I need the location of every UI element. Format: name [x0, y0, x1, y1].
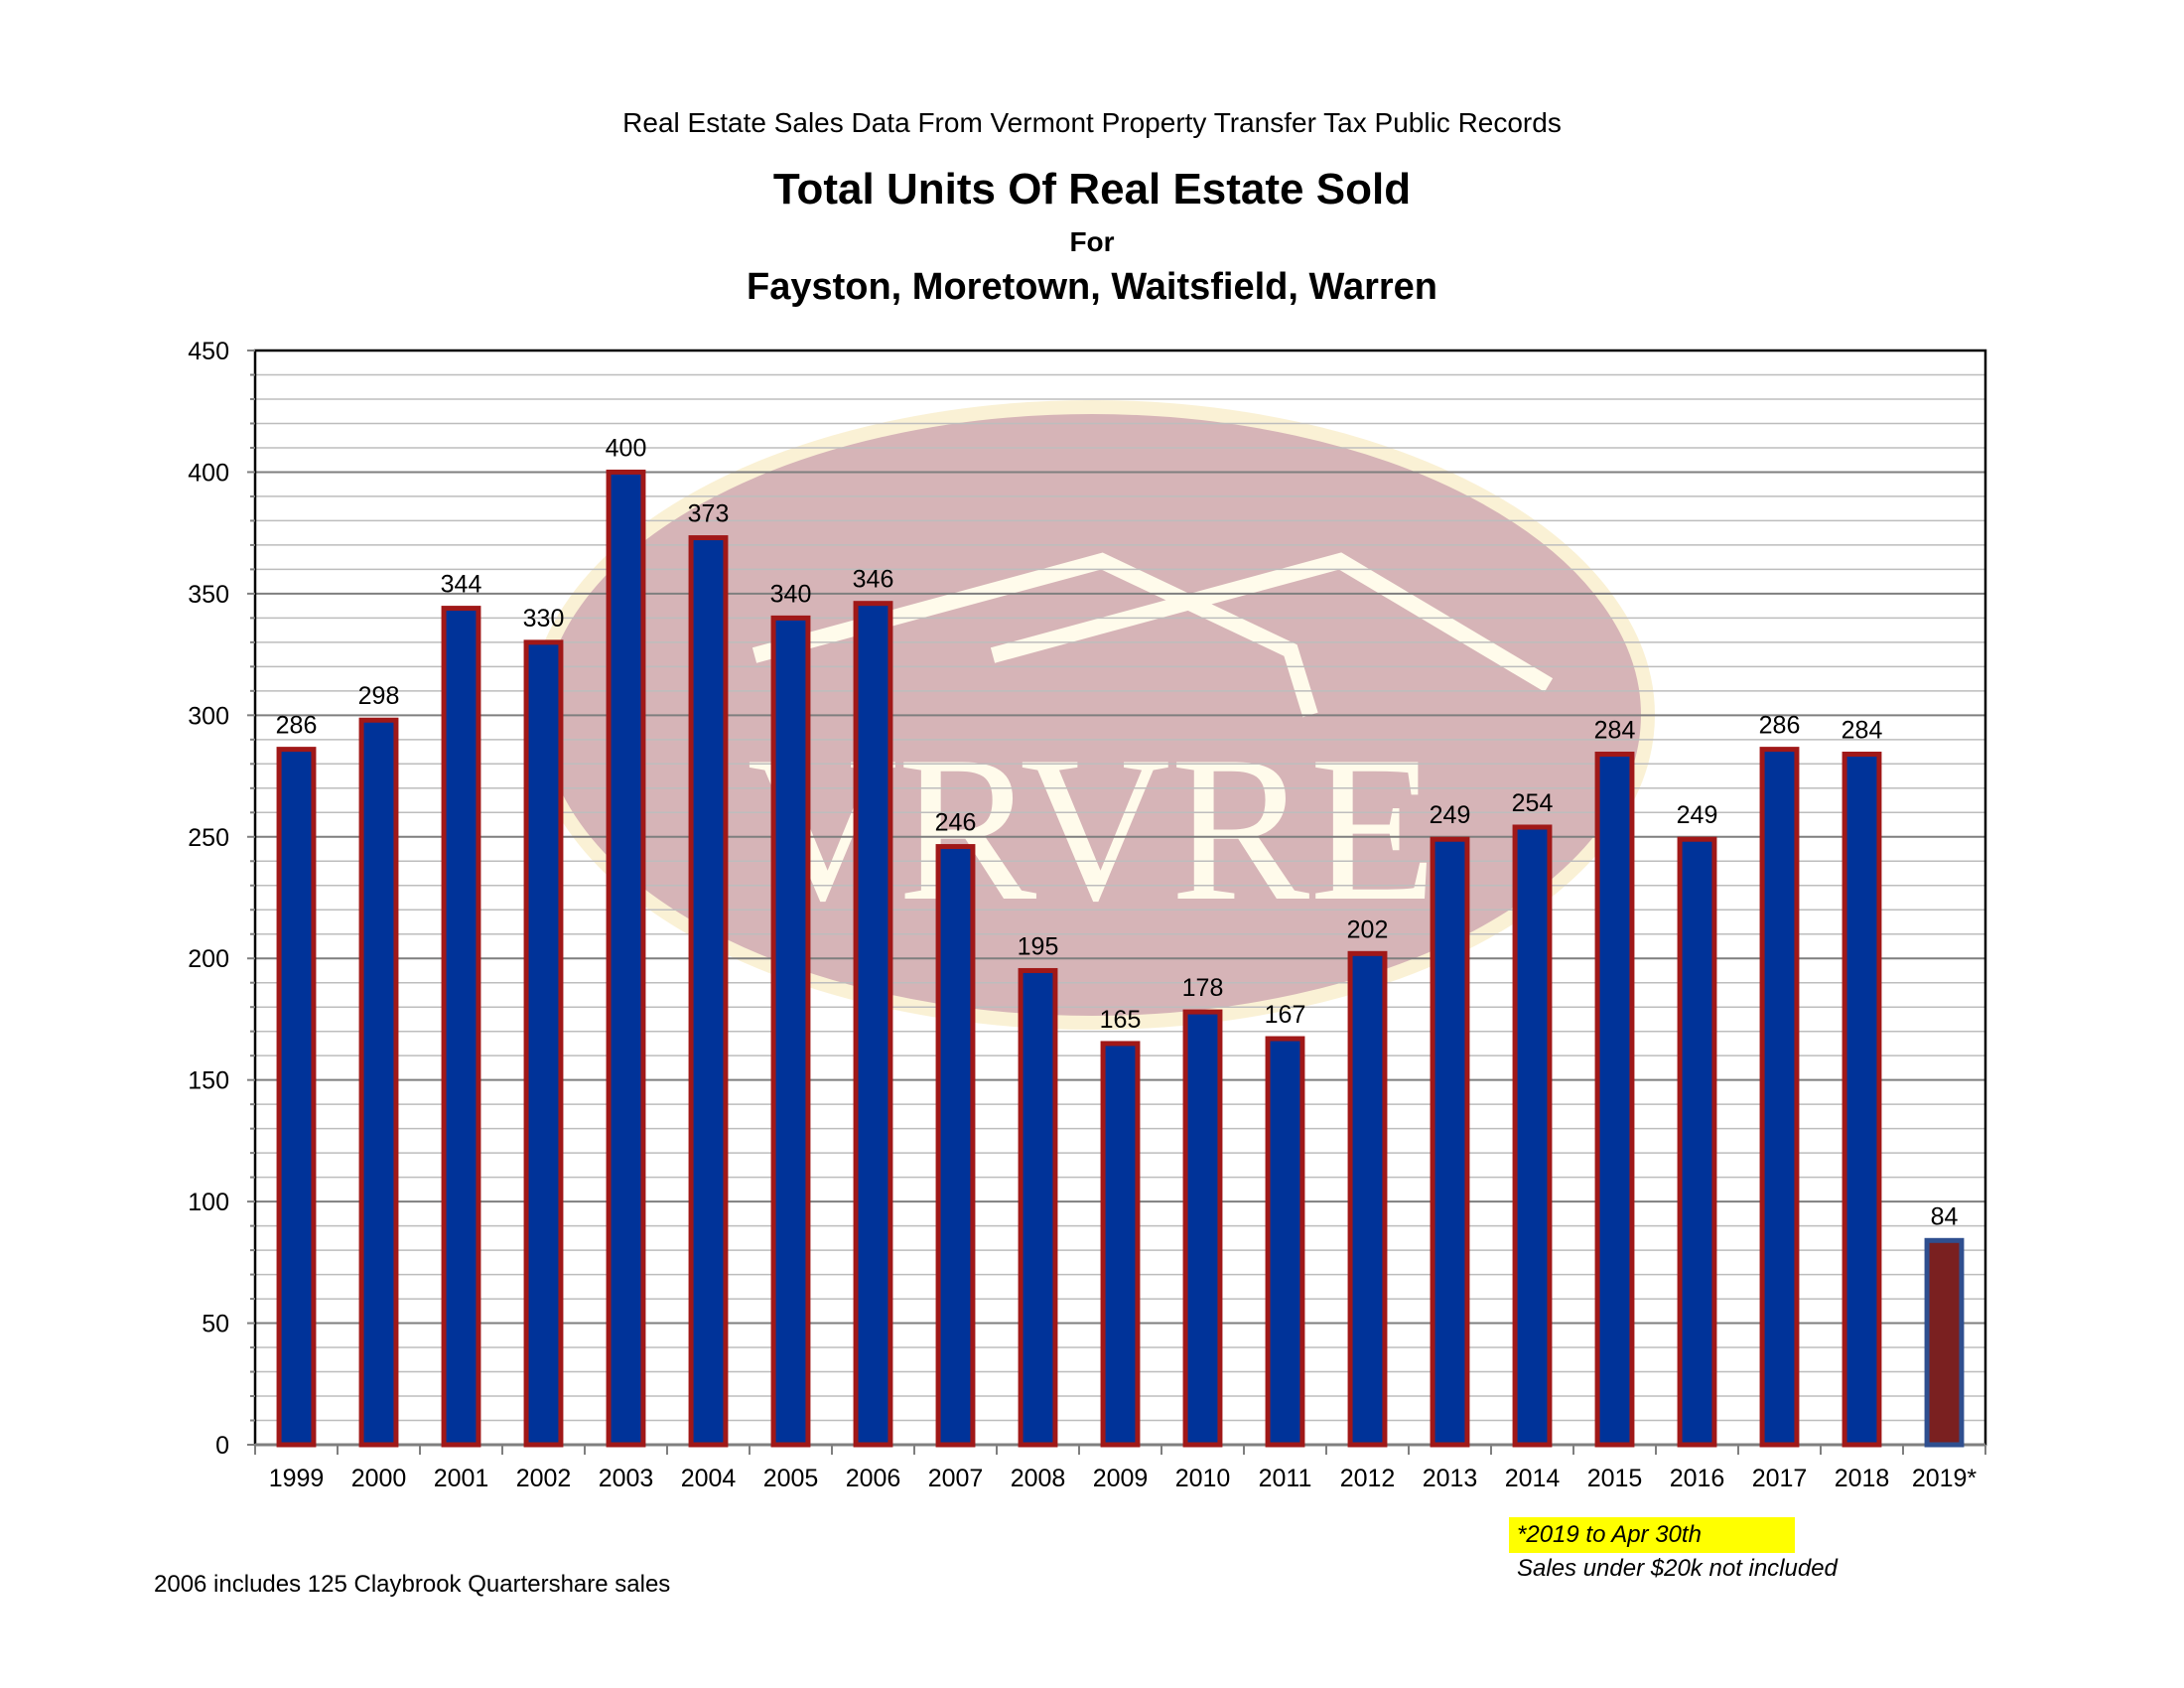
- value-labels: 286 298 344 330 400 373 340 346 246 195 165 178 167 2…: [276, 434, 1959, 1230]
- bar-2008: [1018, 967, 1058, 1448]
- y-tick-label: 0: [215, 1432, 229, 1460]
- bar-2000: [358, 717, 399, 1448]
- bar-2015: [1594, 752, 1635, 1448]
- value-label: 249: [1677, 801, 1718, 829]
- value-label: 195: [1018, 932, 1059, 960]
- x-tick-label: 2003: [599, 1465, 654, 1492]
- value-label: 373: [688, 500, 730, 528]
- value-label: 167: [1265, 1001, 1306, 1029]
- x-tick-label: 2006: [846, 1465, 901, 1492]
- x-tick-label: 2012: [1340, 1465, 1396, 1492]
- x-tick-label: 2005: [763, 1465, 819, 1492]
- bar-2018: [1842, 752, 1882, 1448]
- value-label: 344: [441, 571, 482, 599]
- x-tick-label: 2009: [1093, 1465, 1149, 1492]
- value-label: 286: [1759, 712, 1801, 740]
- x-tick-label: 2017: [1752, 1465, 1808, 1492]
- value-label: 286: [276, 712, 318, 740]
- x-tick-label: 2013: [1423, 1465, 1478, 1492]
- x-tick-label: 2001: [434, 1465, 489, 1492]
- y-tick-label: 250: [188, 824, 229, 852]
- x-tick-label: 2011: [1259, 1465, 1312, 1492]
- x-tick-label: 2007: [928, 1465, 984, 1492]
- value-label: 165: [1100, 1006, 1142, 1034]
- bar-2001: [441, 606, 481, 1448]
- bar-2017: [1759, 747, 1800, 1448]
- value-label: 249: [1430, 801, 1471, 829]
- bar-2013: [1430, 836, 1470, 1448]
- y-tick-label: 300: [188, 702, 229, 730]
- x-tick-label: 2019*: [1912, 1465, 1978, 1492]
- bar-2004: [688, 535, 729, 1448]
- bar-2006: [853, 601, 893, 1448]
- x-tick-label: 1999: [269, 1465, 325, 1492]
- y-tick-label: 350: [188, 581, 229, 609]
- bar-2009: [1100, 1041, 1141, 1448]
- region-title: Fayston, Moretown, Waitsfield, Warren: [746, 266, 1438, 308]
- bar-2003: [606, 469, 646, 1448]
- bar-2007: [935, 844, 976, 1448]
- value-label: 284: [1594, 717, 1636, 745]
- bar-2016: [1677, 836, 1717, 1448]
- y-tick-label: 400: [188, 459, 229, 487]
- value-label: 246: [935, 809, 977, 837]
- bar-2019*: [1924, 1237, 1965, 1448]
- y-tick-label: 450: [188, 338, 229, 365]
- bar-2002: [523, 639, 564, 1448]
- x-tick-label: 2015: [1587, 1465, 1643, 1492]
- x-tick-label: 2004: [681, 1465, 737, 1492]
- x-tick-label: 2000: [351, 1465, 407, 1492]
- x-tick-label: 2002: [516, 1465, 572, 1492]
- bar-2005: [770, 615, 811, 1448]
- pre-title: Real Estate Sales Data From Vermont Prop…: [622, 107, 1562, 138]
- for-label: For: [1069, 226, 1115, 257]
- value-label: 84: [1931, 1202, 1959, 1230]
- bar-2011: [1265, 1036, 1305, 1448]
- x-tick-label: 2008: [1011, 1465, 1066, 1492]
- x-tick-label: 2018: [1835, 1465, 1890, 1492]
- x-tick-label: 2010: [1175, 1465, 1231, 1492]
- bars: [276, 469, 1965, 1448]
- value-label: 178: [1182, 974, 1224, 1002]
- y-axis-labels: 0 50 100 150 200 250 300 350 400 450: [188, 338, 229, 1460]
- value-label: 298: [358, 682, 400, 710]
- value-label: 346: [853, 566, 894, 594]
- chart-title: Total Units Of Real Estate Sold: [772, 165, 1412, 213]
- value-label: 340: [770, 580, 812, 608]
- y-tick-label: 150: [188, 1067, 229, 1095]
- bar-2012: [1347, 950, 1388, 1448]
- value-label: 284: [1842, 717, 1883, 745]
- bar-2010: [1182, 1009, 1223, 1448]
- value-label: 330: [523, 605, 565, 633]
- x-axis-labels: 1999 2000 2001 2002 2003 2004 2005 2006 2007 2008…: [269, 1465, 1978, 1492]
- footnote-2019-highlight: *2019 to Apr 30th: [1509, 1517, 1795, 1553]
- y-tick-label: 100: [188, 1189, 229, 1216]
- value-label: 254: [1512, 789, 1554, 817]
- bar-1999: [276, 747, 317, 1448]
- x-tick-label: 2014: [1505, 1465, 1561, 1492]
- y-tick-label: 50: [202, 1311, 229, 1338]
- y-tick-label: 200: [188, 945, 229, 973]
- footnote-sales-threshold: Sales under $20k not included: [1517, 1555, 1838, 1582]
- x-tick-label: 2016: [1670, 1465, 1725, 1492]
- footnote-claybrook: 2006 includes 125 Claybrook Quartershare…: [154, 1571, 671, 1598]
- value-label: 202: [1347, 915, 1389, 943]
- bar-2014: [1512, 824, 1553, 1448]
- value-label: 400: [606, 434, 647, 462]
